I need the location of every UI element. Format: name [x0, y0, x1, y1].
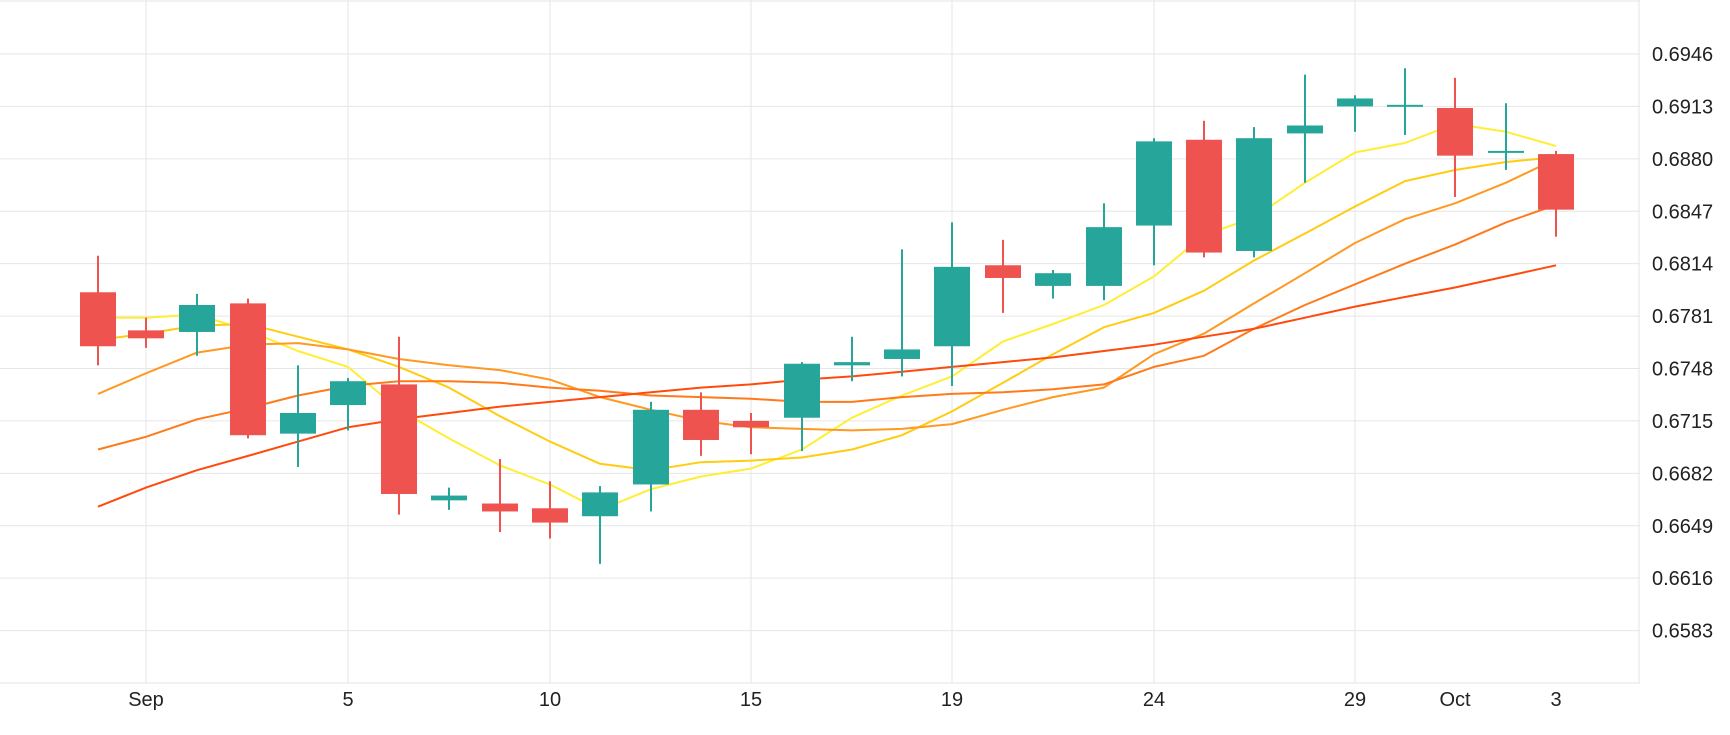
candle-body — [1035, 273, 1071, 286]
x-axis: Sep 5 10 15 19 24 29 Oct 3 — [128, 689, 1561, 711]
candle — [1437, 77, 1473, 197]
candle-body — [733, 420, 769, 428]
x-tick-label: 15 — [740, 689, 762, 711]
y-tick-label: 0.6847 — [1652, 201, 1713, 223]
candle — [330, 378, 366, 431]
candle-body — [1086, 227, 1122, 286]
y-tick-label: 0.6946 — [1652, 44, 1713, 66]
candle-body — [330, 381, 366, 406]
y-tick-label: 0.6781 — [1652, 306, 1713, 328]
x-tick-label: 29 — [1344, 689, 1366, 711]
y-tick-label: 0.6880 — [1652, 149, 1713, 171]
candle — [1488, 103, 1524, 170]
candle-body — [381, 384, 417, 494]
candle-body — [1437, 108, 1473, 156]
moving-average-line-4 — [97, 203, 1557, 451]
candle-body — [1538, 154, 1574, 210]
y-tick-label: 0.6913 — [1652, 96, 1713, 118]
candle-body — [1136, 141, 1172, 226]
candle — [230, 298, 266, 439]
candle-body — [179, 304, 215, 332]
y-tick-label: 0.6616 — [1652, 568, 1713, 590]
candle-body — [482, 503, 518, 512]
candle — [1387, 68, 1423, 136]
y-tick-label: 0.6583 — [1652, 621, 1713, 643]
candle-body — [80, 292, 116, 347]
x-tick-label: 3 — [1550, 689, 1561, 711]
candle — [1236, 127, 1272, 258]
candle-body — [1488, 150, 1524, 153]
candle-body — [532, 508, 568, 523]
candle — [1186, 120, 1222, 258]
candle — [582, 486, 618, 564]
candle — [884, 249, 920, 377]
x-tick-label: 19 — [941, 689, 963, 711]
x-tick-label: 5 — [342, 689, 353, 711]
candle-body — [884, 349, 920, 359]
candle — [1337, 95, 1373, 132]
candle-body — [633, 409, 669, 485]
x-tick-label: Sep — [128, 689, 164, 711]
grid — [0, 0, 1640, 684]
candle-body — [1186, 139, 1222, 253]
candle-body — [582, 492, 618, 517]
candle-body — [431, 495, 467, 501]
candle-body — [230, 303, 266, 436]
candle — [683, 392, 719, 456]
candle-body — [1337, 98, 1373, 107]
candle — [1086, 203, 1122, 301]
x-tick-label: 24 — [1143, 689, 1165, 711]
y-tick-label: 0.6682 — [1652, 463, 1713, 485]
candle — [280, 365, 316, 467]
candle — [1035, 270, 1071, 299]
moving-average-line-5 — [97, 264, 1557, 508]
moving-average-line-1 — [98, 122, 1557, 511]
candle-body — [934, 266, 970, 347]
candles — [80, 68, 1574, 564]
candle — [381, 336, 417, 515]
candle-body — [128, 330, 164, 339]
candle-body — [683, 409, 719, 440]
candle — [1287, 74, 1323, 183]
candle — [934, 222, 970, 386]
y-axis: 0.6946 0.6913 0.6880 0.6847 0.6814 0.6781 0.67… — [1652, 44, 1713, 643]
x-tick-label: 10 — [539, 689, 561, 711]
candle-body — [1236, 138, 1272, 251]
candle — [985, 239, 1021, 313]
candle — [784, 362, 820, 452]
y-tick-label: 0.6748 — [1652, 359, 1713, 381]
candle — [80, 255, 116, 366]
candle-body — [985, 265, 1021, 278]
candle-body — [834, 362, 870, 366]
candle-body — [1387, 104, 1423, 107]
moving-average-lines — [97, 122, 1557, 511]
candle — [482, 459, 518, 533]
moving-average-line-3 — [97, 157, 1557, 432]
moving-average-line-2 — [97, 156, 1557, 472]
candle — [834, 336, 870, 382]
y-tick-label: 0.6649 — [1652, 516, 1713, 538]
candle — [1538, 150, 1574, 237]
x-tick-label: Oct — [1439, 689, 1471, 711]
candle — [532, 481, 568, 539]
candle — [128, 317, 164, 348]
candle-body — [1287, 125, 1323, 134]
candle — [431, 487, 467, 510]
candle — [179, 293, 215, 356]
y-tick-label: 0.6715 — [1652, 411, 1713, 433]
candle-body — [280, 412, 316, 434]
candle — [733, 412, 769, 455]
candle — [1136, 138, 1172, 266]
y-tick-label: 0.6814 — [1652, 254, 1713, 276]
candle — [633, 401, 669, 512]
candle-body — [784, 363, 820, 418]
